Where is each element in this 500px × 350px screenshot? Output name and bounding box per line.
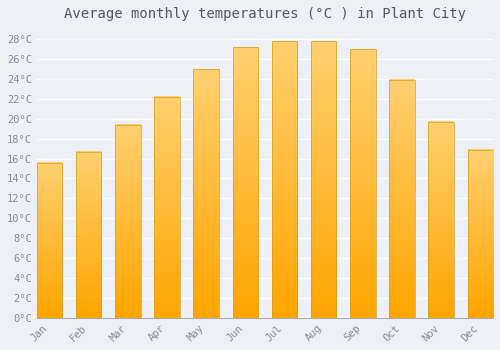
Bar	[311, 41, 336, 318]
Bar	[468, 149, 493, 318]
Title: Average monthly temperatures (°C ) in Plant City: Average monthly temperatures (°C ) in Pl…	[64, 7, 466, 21]
Bar	[350, 49, 376, 318]
Bar	[76, 152, 102, 318]
Bar	[390, 80, 414, 318]
Bar	[154, 97, 180, 318]
Bar	[272, 41, 297, 318]
Bar	[232, 47, 258, 318]
Bar	[115, 125, 140, 318]
Bar	[194, 69, 219, 318]
Bar	[428, 122, 454, 318]
Bar	[37, 162, 62, 318]
